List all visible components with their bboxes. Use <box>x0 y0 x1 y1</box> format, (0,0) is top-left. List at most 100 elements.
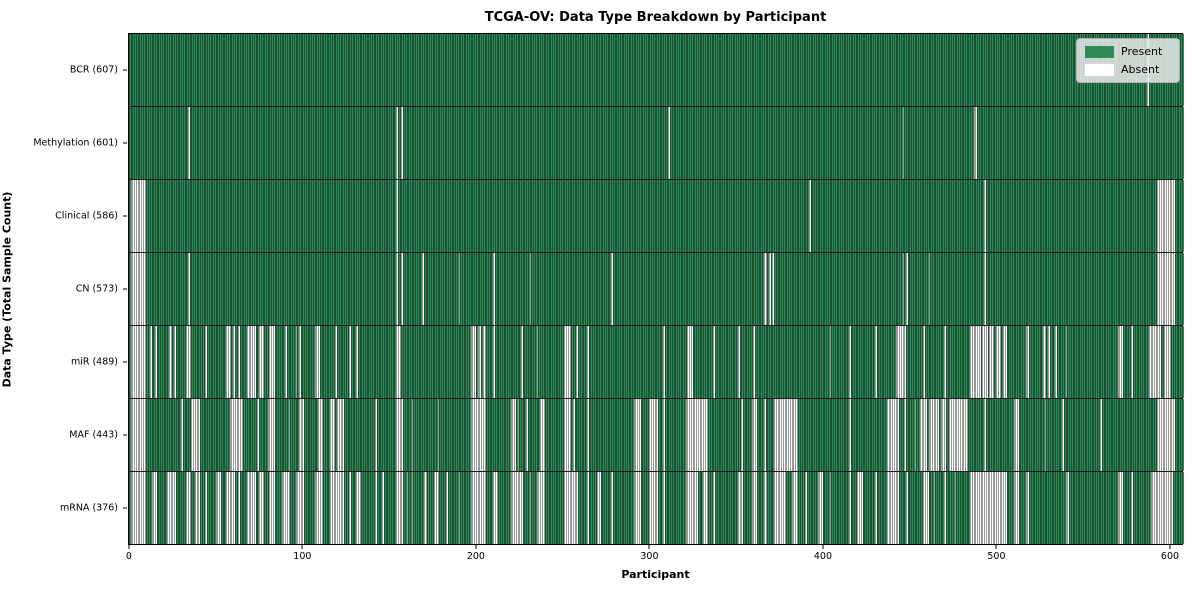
cell-present <box>600 34 603 106</box>
cell-present <box>883 253 886 325</box>
cell-present <box>945 472 948 544</box>
cell-present <box>866 180 868 252</box>
cell-present <box>326 472 329 544</box>
cell-present <box>146 34 149 106</box>
cell-present <box>411 253 414 325</box>
cell-present <box>1110 253 1113 325</box>
cell-absent <box>573 399 575 471</box>
cell-present <box>305 399 308 471</box>
cell-present <box>791 326 794 398</box>
cell-present <box>503 180 506 252</box>
cell-present <box>951 326 953 398</box>
cell-present <box>827 326 830 398</box>
cell-present <box>266 399 268 471</box>
cell-present <box>796 180 799 252</box>
cell-present <box>1004 34 1007 106</box>
cell-present <box>907 326 910 398</box>
cell-present <box>368 180 371 252</box>
cell-present <box>585 34 587 106</box>
cell-present <box>739 107 742 179</box>
cell-present <box>1176 326 1179 398</box>
cell-present <box>916 107 919 179</box>
cell-present <box>351 472 353 544</box>
cell-present <box>264 472 267 544</box>
cell-present <box>409 326 412 398</box>
cell-present <box>387 253 390 325</box>
cell-present <box>383 399 386 471</box>
cell-present <box>1173 326 1175 398</box>
cell-present <box>722 399 724 471</box>
cell-present <box>444 399 447 471</box>
cell-absent <box>397 399 400 471</box>
cell-present <box>645 326 648 398</box>
cell-present <box>496 107 499 179</box>
cell-present <box>638 253 641 325</box>
cell-present <box>886 34 889 106</box>
cell-present <box>671 326 674 398</box>
cell-present <box>498 326 501 398</box>
cell-absent <box>396 399 398 471</box>
cell-present <box>657 326 660 398</box>
cell-present <box>505 253 508 325</box>
cell-present <box>909 34 912 106</box>
cell-present <box>155 399 157 471</box>
cell-present <box>1129 399 1132 471</box>
cell-present <box>538 326 541 398</box>
cell-present <box>574 34 577 106</box>
cell-present <box>814 34 816 106</box>
cell-present <box>1119 399 1122 471</box>
cell-present <box>434 253 436 325</box>
cell-present <box>997 399 1000 471</box>
cell-present <box>756 34 759 106</box>
cell-present <box>918 107 920 179</box>
cell-present <box>238 107 240 179</box>
cell-present <box>1145 180 1148 252</box>
cell-present <box>337 180 339 252</box>
cell-present <box>789 326 792 398</box>
cell-present <box>1001 107 1004 179</box>
cell-present <box>1162 107 1165 179</box>
cell-present <box>602 253 605 325</box>
cell-present <box>279 107 282 179</box>
cell-present <box>907 34 910 106</box>
cell-present <box>810 107 813 179</box>
cell-present <box>455 107 457 179</box>
cell-present <box>973 180 976 252</box>
cell-present <box>455 326 457 398</box>
cell-present <box>319 107 322 179</box>
cell-present <box>234 253 237 325</box>
cell-present <box>767 326 769 398</box>
cell-present <box>1017 34 1019 106</box>
cell-absent <box>135 472 138 544</box>
cell-present <box>685 180 688 252</box>
cell-present <box>1065 180 1068 252</box>
cell-present <box>1030 399 1033 471</box>
cell-present <box>560 34 563 106</box>
cell-absent <box>775 399 778 471</box>
cell-present <box>248 107 251 179</box>
cell-present <box>189 180 192 252</box>
cell-present <box>1174 399 1177 471</box>
cell-absent <box>564 472 567 544</box>
cell-present <box>814 253 816 325</box>
cell-present <box>762 253 764 325</box>
cell-present <box>888 180 891 252</box>
cell-present <box>616 472 619 544</box>
cell-present <box>1131 107 1134 179</box>
cell-present <box>526 34 528 106</box>
cell-present <box>1074 472 1076 544</box>
cell-present <box>583 107 586 179</box>
cell-present <box>385 399 388 471</box>
cell-present <box>807 253 809 325</box>
cell-absent <box>999 326 1002 398</box>
cell-present <box>1098 326 1101 398</box>
cell-present <box>430 253 433 325</box>
cell-present <box>385 34 388 106</box>
cell-present <box>311 180 313 252</box>
cell-present <box>720 472 723 544</box>
cell-present <box>971 107 974 179</box>
cell-present <box>290 326 293 398</box>
cell-absent <box>567 399 570 471</box>
cell-present <box>1001 180 1004 252</box>
cell-present <box>944 34 946 106</box>
